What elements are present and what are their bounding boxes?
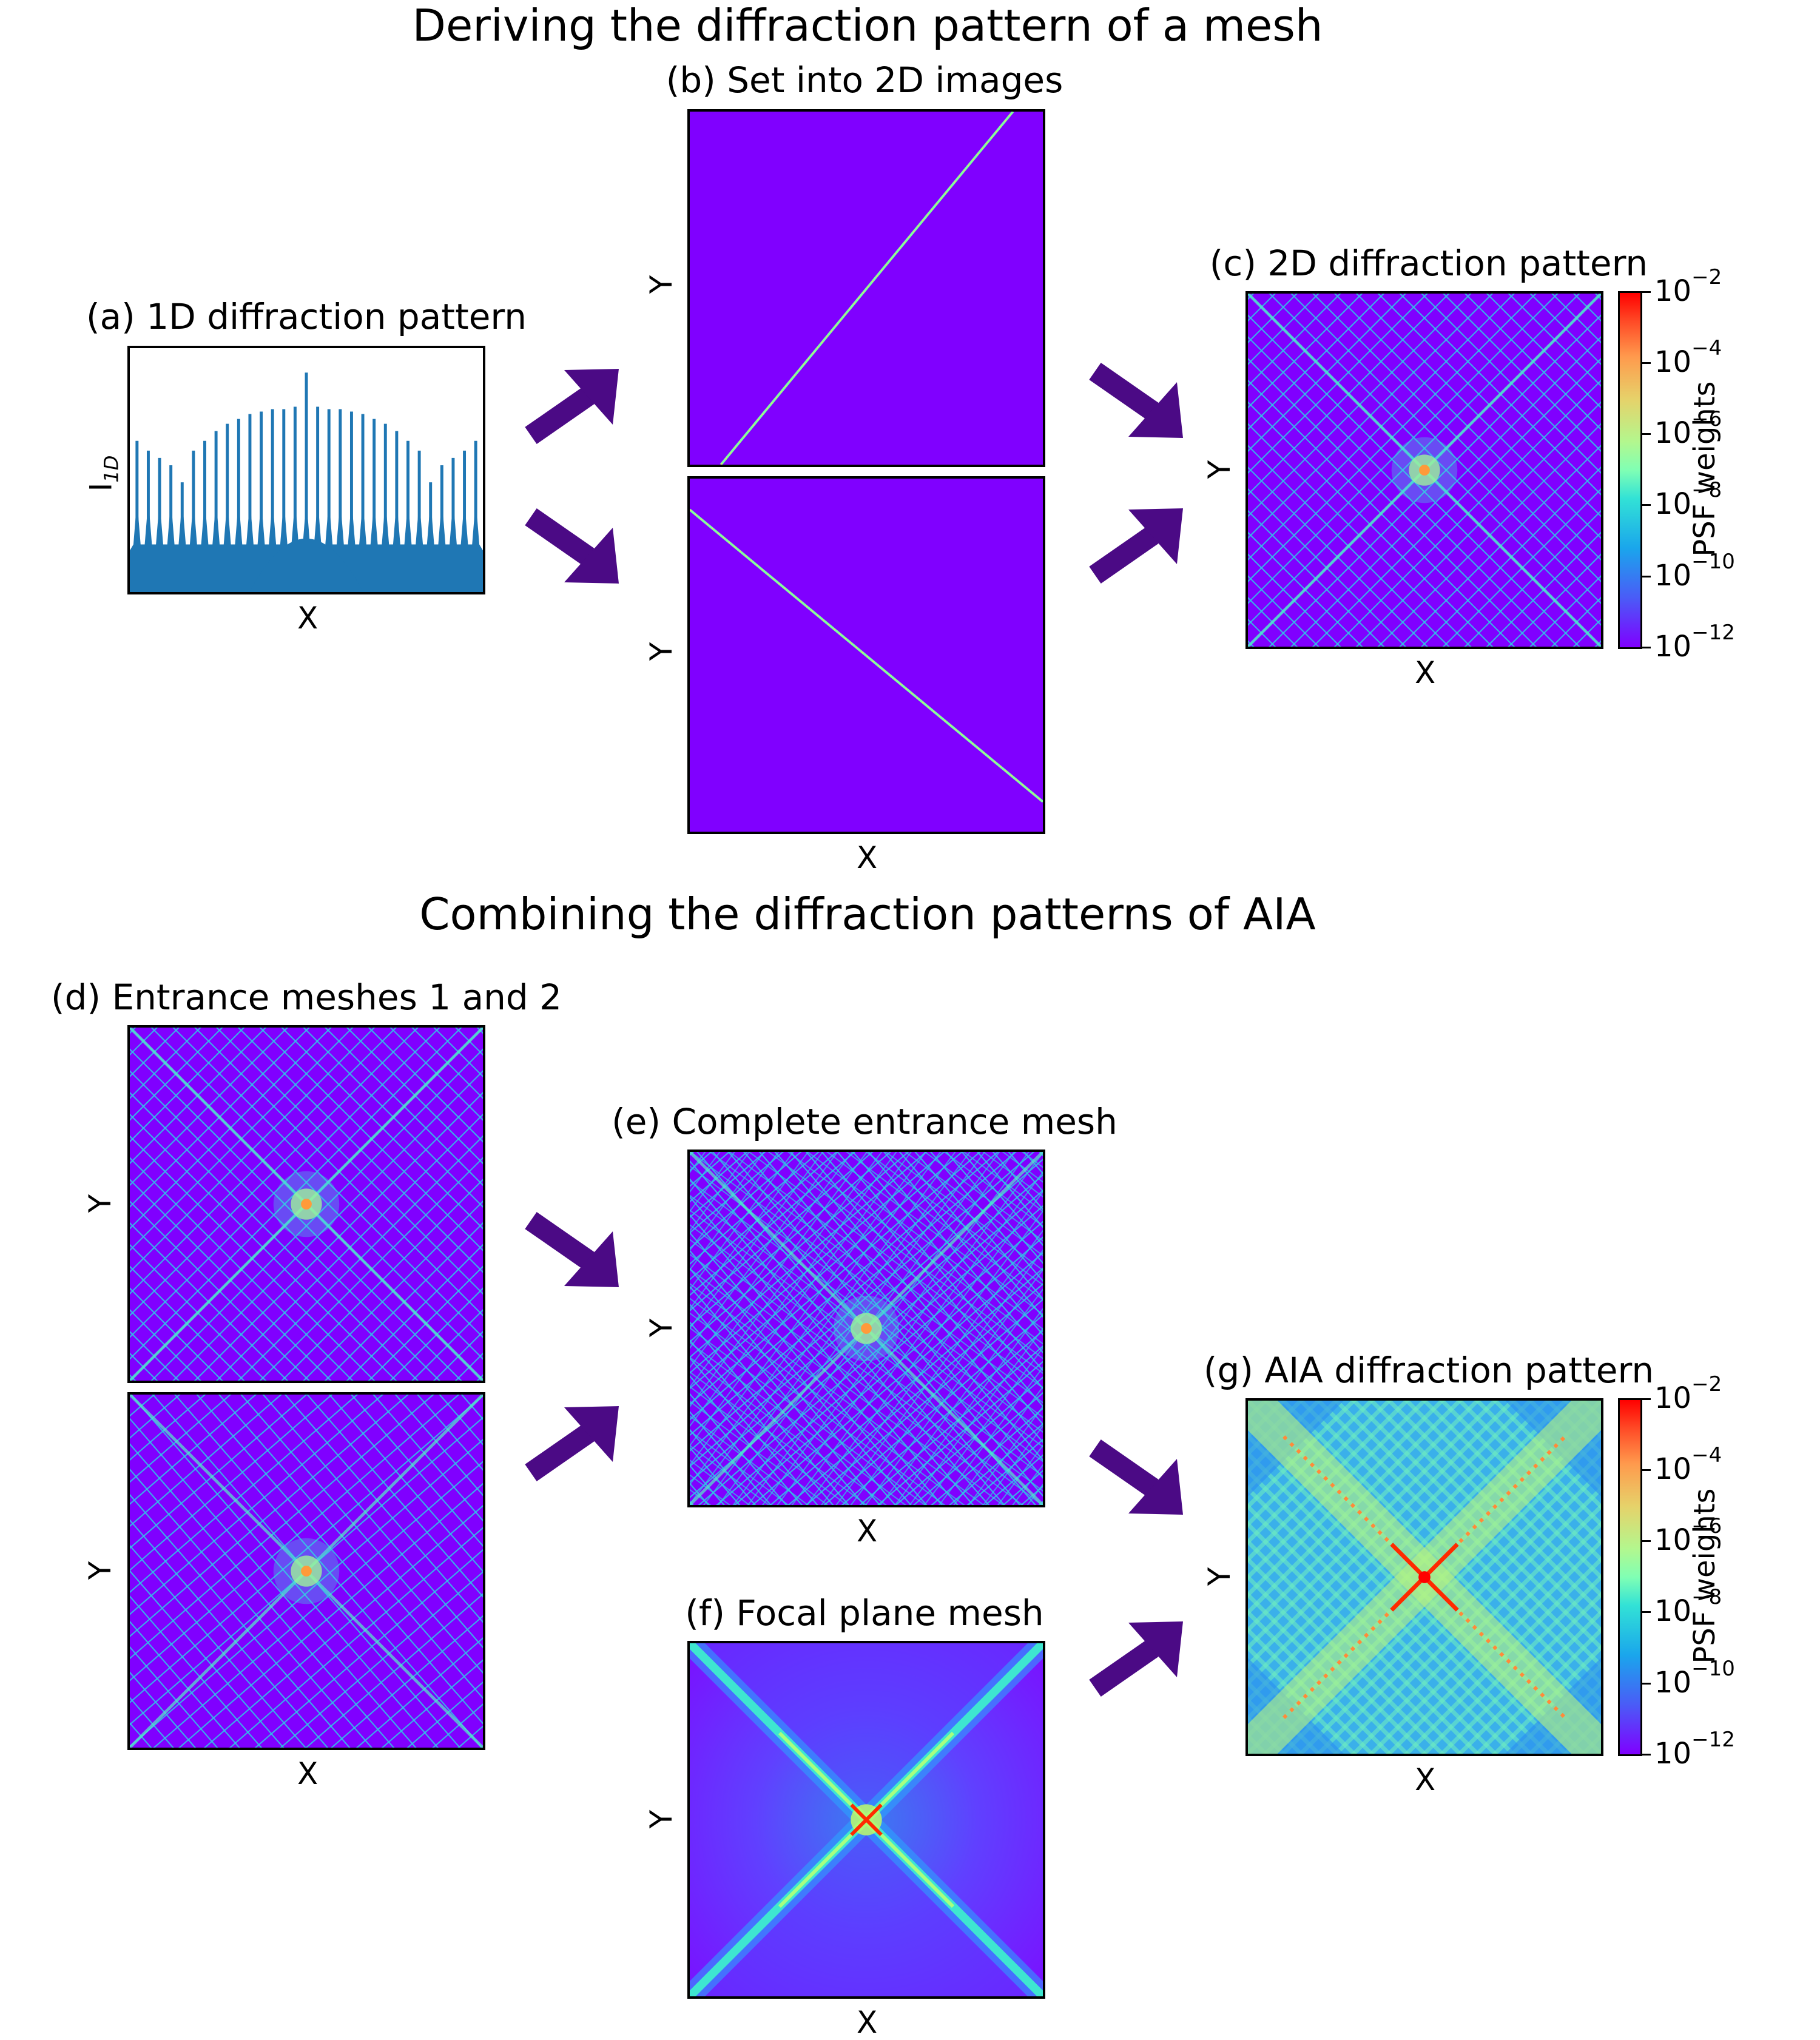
mesh-diffraction-image <box>130 1395 483 1748</box>
ylabel-sub: 1D <box>99 455 123 483</box>
panel-b-top-image <box>687 109 1045 467</box>
panel-g-title: (g) AIA diffraction pattern <box>1203 1350 1654 1391</box>
panel-a-title: (a) 1D diffraction pattern <box>86 296 527 337</box>
arrow-d-to-e-top <box>525 1212 619 1287</box>
colorbar-bottom <box>1618 1398 1642 1756</box>
panel-e-xlabel: X <box>857 1513 878 1549</box>
panel-g-xlabel: X <box>1415 1762 1436 1797</box>
panel-b-bottom-image <box>687 476 1045 834</box>
cb-top-tick-1: 10−4 <box>1654 336 1722 379</box>
ylabel-main: I <box>83 482 119 492</box>
arrow-a-to-b-top <box>525 369 619 444</box>
panel-d-bottom-image <box>127 1392 485 1750</box>
panel-c-ylabel: Y <box>1202 460 1237 479</box>
panel-g-image <box>1245 1398 1603 1756</box>
cb-top-tick-4: 10−10 <box>1654 550 1735 593</box>
arrow-e-to-g <box>1089 1439 1183 1515</box>
panel-b-title: (b) Set into 2D images <box>666 59 1063 101</box>
arrow-f-to-g <box>1089 1621 1183 1697</box>
mesh-diffraction-image <box>130 1028 483 1381</box>
panel-e-title: (e) Complete entrance mesh <box>612 1101 1117 1142</box>
focal-mesh-image <box>690 1643 1043 1996</box>
cb-bottom-tick-1: 10−4 <box>1654 1443 1722 1486</box>
colorbar-top-title: PSF weights <box>1688 381 1722 557</box>
arrow-b-to-c-bottom <box>1089 508 1183 584</box>
panel-d-top-ylabel: Y <box>83 1194 118 1213</box>
cb-top-tick-2: 10−6 <box>1654 407 1722 450</box>
panel-f-title: (f) Focal plane mesh <box>685 1592 1044 1634</box>
panel-c-image <box>1245 291 1603 649</box>
panel-f-ylabel: Y <box>644 1809 679 1829</box>
panel-c-title: (c) 2D diffraction pattern <box>1209 243 1648 284</box>
cb-top-tick-0: 10−2 <box>1654 265 1722 308</box>
cb-bottom-tick-4: 10−10 <box>1654 1657 1735 1700</box>
panel-b-bottom-ylabel: Y <box>644 642 679 661</box>
panel-e-ylabel: Y <box>644 1318 679 1338</box>
cb-top-tick-5: 10−12 <box>1654 621 1735 664</box>
cb-bottom-tick-0: 10−2 <box>1654 1372 1722 1415</box>
bottom-heading: Combining the diffraction patterns of AI… <box>419 889 1316 940</box>
panel-b-xlabel: X <box>857 840 878 875</box>
panel-f-image <box>687 1641 1045 1999</box>
colorbar-bottom-ticks: 10−2 10−4 10−6 10−8 10−10 10−12 <box>1642 1374 1739 1771</box>
diagonal-line-image <box>690 112 1043 465</box>
panel-g-ylabel: Y <box>1202 1567 1237 1586</box>
arrow-b-to-c-top <box>1089 363 1183 438</box>
mesh-diffraction-image <box>690 1152 1043 1505</box>
top-heading: Deriving the diffraction pattern of a me… <box>412 0 1323 51</box>
panel-d-bottom-ylabel: Y <box>83 1561 118 1580</box>
mesh-diffraction-image <box>1248 294 1601 647</box>
cb-top-tick-3: 10−8 <box>1654 478 1722 521</box>
colorbar-top <box>1618 291 1642 649</box>
cb-bottom-tick-3: 10−8 <box>1654 1585 1722 1628</box>
panel-a-ylabel: I1D <box>84 456 123 492</box>
panel-d-xlabel: X <box>297 1756 318 1791</box>
arrow-d-to-e-bottom <box>525 1406 619 1481</box>
colorbar-top-ticks: 10−2 10−4 10−6 10−8 10−10 10−12 <box>1642 267 1739 664</box>
diagonal-line-image <box>690 479 1043 832</box>
panel-d-top-image <box>127 1025 485 1383</box>
central-bump <box>249 538 363 592</box>
colorbar-bottom-title: PSF weights <box>1688 1488 1722 1664</box>
aia-diffraction-image <box>1248 1401 1601 1754</box>
panel-a-plot <box>127 346 485 594</box>
cb-bottom-tick-5: 10−12 <box>1654 1728 1735 1771</box>
cb-bottom-tick-2: 10−6 <box>1654 1514 1722 1557</box>
arrow-a-to-b-bottom <box>525 508 619 584</box>
panel-c-xlabel: X <box>1415 655 1436 690</box>
panel-a-xlabel: X <box>297 601 318 636</box>
panel-b-top-ylabel: Y <box>644 275 679 294</box>
panel-f-xlabel: X <box>857 2005 878 2040</box>
panel-d-title: (d) Entrance meshes 1 and 2 <box>50 977 562 1018</box>
line-chart <box>130 372 483 592</box>
panel-e-image <box>687 1150 1045 1507</box>
